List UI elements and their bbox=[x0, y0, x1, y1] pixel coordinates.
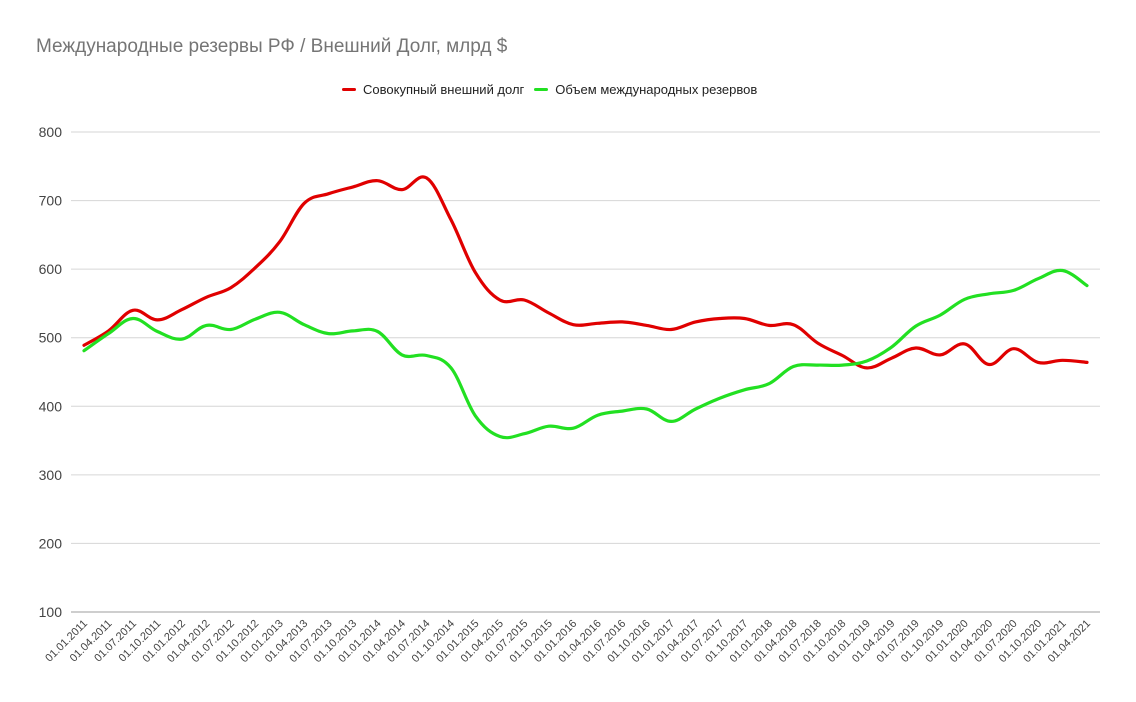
series-line-0 bbox=[82, 175, 1089, 370]
legend-swatch-debt bbox=[342, 88, 356, 91]
y-tick-label-700: 700 bbox=[39, 193, 63, 209]
y-axis: 100 200 300 400 500 600 700 800 bbox=[39, 124, 63, 620]
legend-label-debt: Совокупный внешний долг bbox=[363, 82, 525, 97]
x-axis: 01.01.201101.04.201101.07.201101.10.2011… bbox=[43, 618, 1093, 665]
chart-title: Международные резервы РФ / Внешний Долг,… bbox=[36, 36, 508, 57]
y-tick-label-200: 200 bbox=[39, 535, 63, 551]
legend-label-reserves: Объем международных резервов bbox=[555, 82, 758, 97]
y-tick-label-400: 400 bbox=[39, 398, 63, 414]
legend-swatch-reserves bbox=[534, 88, 549, 91]
y-tick-label-100: 100 bbox=[39, 604, 63, 620]
legend-item-debt[interactable]: Совокупный внешний долг bbox=[342, 82, 524, 97]
y-tick-label-800: 800 bbox=[39, 124, 63, 140]
y-tick-label-500: 500 bbox=[39, 330, 63, 346]
y-tick-label-600: 600 bbox=[39, 261, 63, 277]
y-tick-label-300: 300 bbox=[39, 467, 63, 483]
series-line-1 bbox=[82, 268, 1089, 440]
chart-lines bbox=[82, 175, 1089, 440]
chart-legend: Совокупный внешний долг Объем международ… bbox=[342, 82, 767, 97]
legend-item-reserves[interactable]: Объем международных резервов bbox=[534, 82, 757, 97]
chart-grid bbox=[71, 131, 1100, 613]
